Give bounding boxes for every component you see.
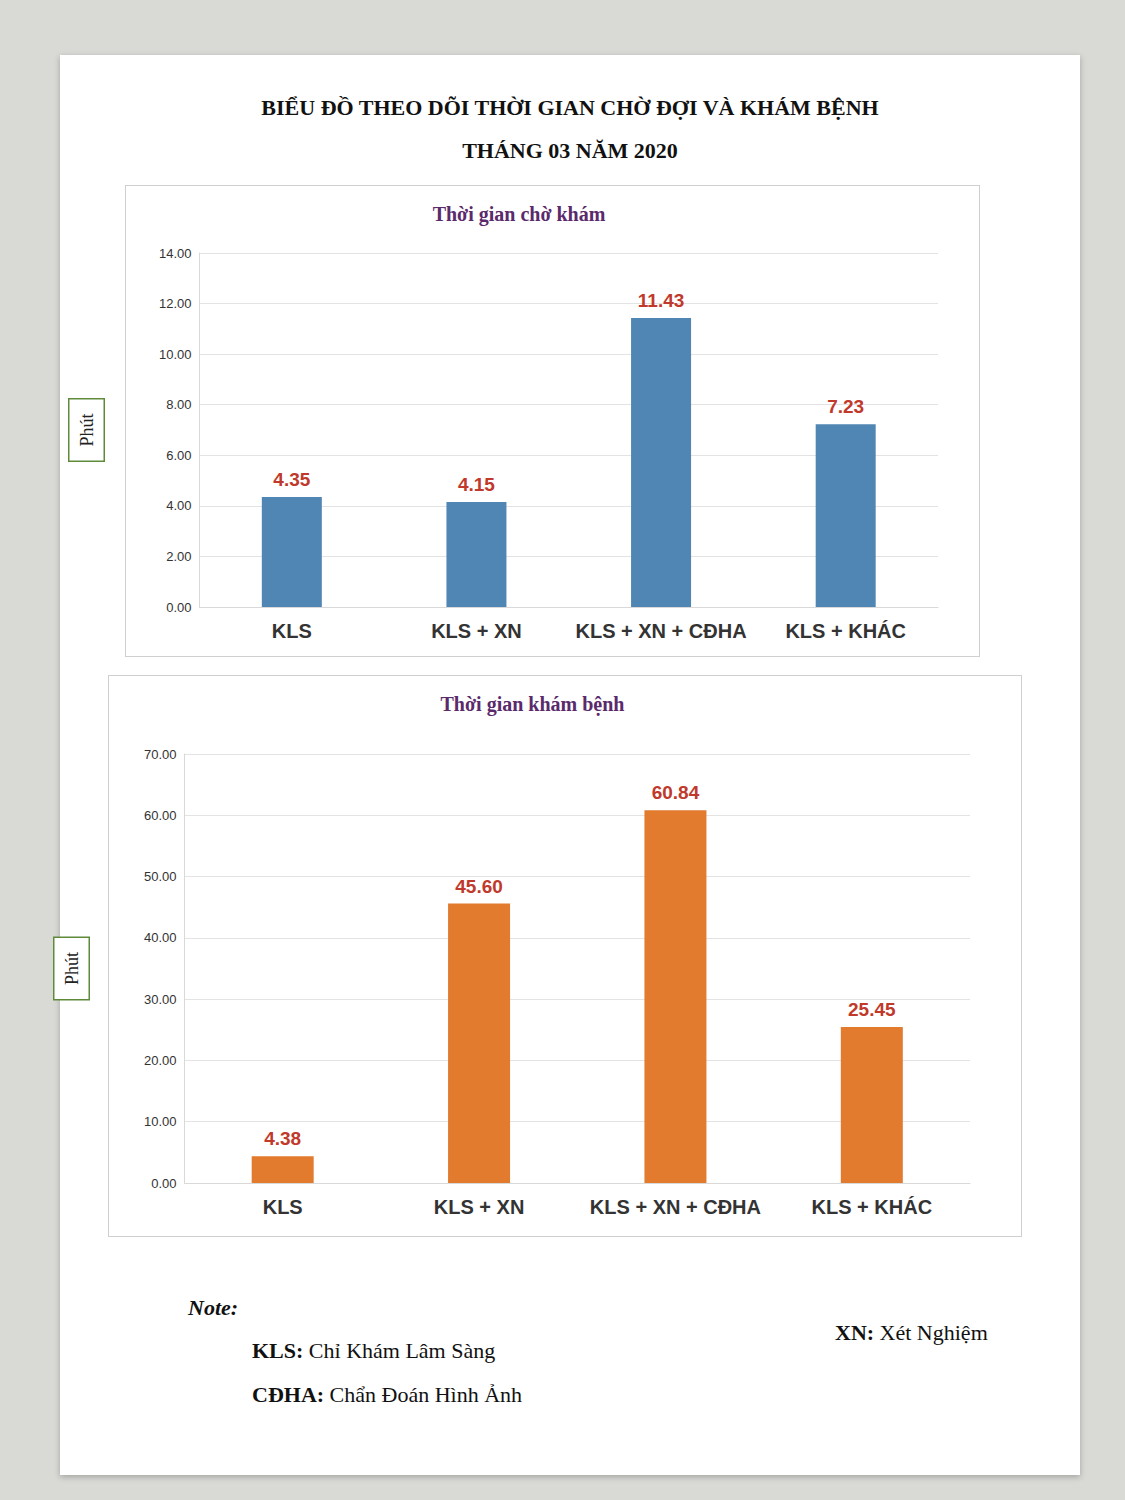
svg-text:4.15: 4.15 xyxy=(458,474,495,495)
svg-text:KLS + XN + CĐHA: KLS + XN + CĐHA xyxy=(575,620,746,642)
svg-text:KLS + XN + CĐHA: KLS + XN + CĐHA xyxy=(590,1196,761,1218)
svg-text:6.00: 6.00 xyxy=(166,448,191,463)
svg-text:4.00: 4.00 xyxy=(166,498,191,513)
svg-text:0.00: 0.00 xyxy=(151,1176,176,1191)
svg-text:8.00: 8.00 xyxy=(166,397,191,412)
svg-text:4.35: 4.35 xyxy=(273,469,310,490)
svg-text:0.00: 0.00 xyxy=(166,600,191,615)
svg-text:10.00: 10.00 xyxy=(159,347,192,362)
svg-text:KLS + KHÁC: KLS + KHÁC xyxy=(812,1196,933,1218)
html-text:CĐHA: Chẩn Đoán Hình Ảnh: CĐHA: Chẩn Đoán Hình Ảnh xyxy=(252,1382,523,1407)
svg-text:Phút: Phút xyxy=(62,952,82,985)
html-text:XN: Xét Nghiệm: XN: Xét Nghiệm xyxy=(835,1320,988,1345)
svg-text:12.00: 12.00 xyxy=(159,296,192,311)
html-text:Note:: Note: xyxy=(188,1295,239,1320)
html-text:KLS: Chỉ Khám Lâm Sàng: KLS: Chỉ Khám Lâm Sàng xyxy=(252,1338,496,1363)
svg-text:10.00: 10.00 xyxy=(144,1114,177,1129)
svg-text:2.00: 2.00 xyxy=(166,549,191,564)
html-text:BIỂU ĐỒ THEO DÕI THỜI GIAN CHỜ: BIỂU ĐỒ THEO DÕI THỜI GIAN CHỜ ĐỢI VÀ KH… xyxy=(261,95,879,120)
svg-text:11.43: 11.43 xyxy=(638,290,685,311)
html-text:THÁNG 03 NĂM 2020: THÁNG 03 NĂM 2020 xyxy=(462,138,678,163)
svg-text:KLS + XN: KLS + XN xyxy=(431,620,522,642)
svg-text:30.00: 30.00 xyxy=(144,992,177,1007)
svg-text:7.23: 7.23 xyxy=(827,396,864,417)
svg-text:Phút: Phút xyxy=(77,413,97,446)
svg-text:4.38: 4.38 xyxy=(264,1128,301,1149)
svg-text:50.00: 50.00 xyxy=(144,869,177,884)
svg-text:20.00: 20.00 xyxy=(144,1053,177,1068)
svg-text:25.45: 25.45 xyxy=(848,999,896,1020)
svg-text:60.00: 60.00 xyxy=(144,808,177,823)
svg-text:14.00: 14.00 xyxy=(159,246,192,261)
svg-text:45.60: 45.60 xyxy=(455,876,503,897)
svg-text:KLS + KHÁC: KLS + KHÁC xyxy=(785,620,906,642)
svg-text:40.00: 40.00 xyxy=(144,930,177,945)
svg-text:KLS: KLS xyxy=(263,1196,303,1218)
svg-text:Thời gian khám bệnh: Thời gian khám bệnh xyxy=(441,693,625,716)
svg-text:60.84: 60.84 xyxy=(652,782,700,803)
svg-text:70.00: 70.00 xyxy=(144,747,177,762)
svg-text:Thời gian chờ khám: Thời gian chờ khám xyxy=(433,203,606,226)
svg-text:KLS + XN: KLS + XN xyxy=(434,1196,525,1218)
svg-text:KLS: KLS xyxy=(272,620,312,642)
